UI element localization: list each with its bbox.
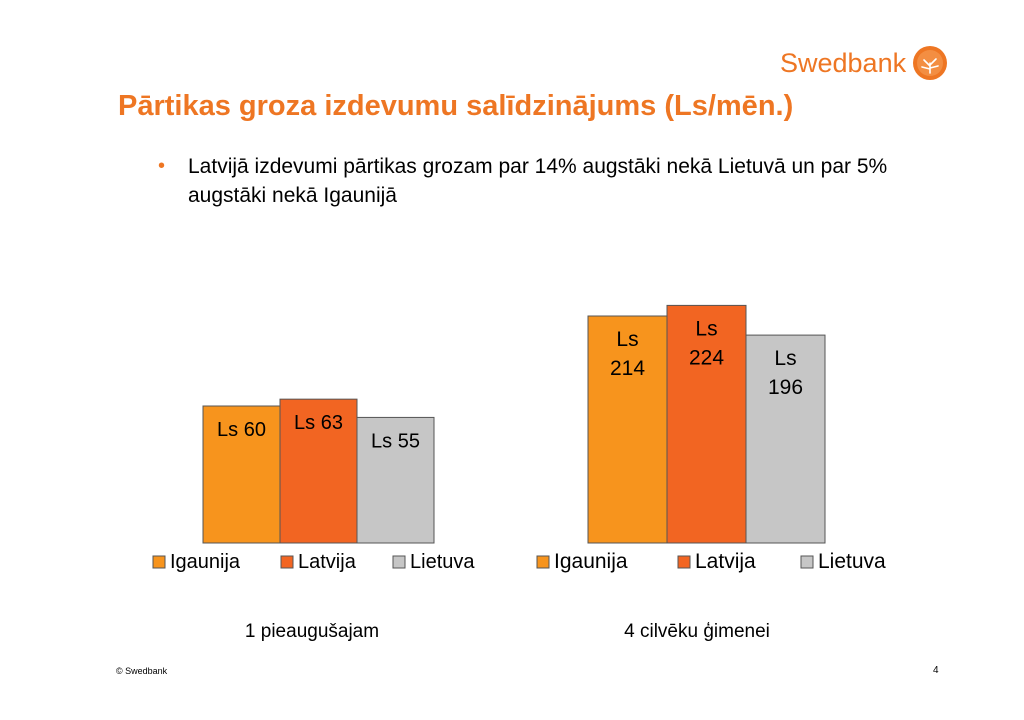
legend-label: Lietuva bbox=[410, 551, 475, 573]
data-label: Ls 63 bbox=[294, 412, 343, 434]
chart-2: Ls 214 Ls 224 Ls 196 Igaunija Latvija Lietuva 4 c… bbox=[536, 304, 886, 642]
bar-latvija bbox=[279, 398, 358, 544]
legend-swatch bbox=[800, 555, 814, 569]
data-label: Ls 55 bbox=[371, 430, 420, 452]
legend-label: Latvija bbox=[695, 550, 756, 573]
bar-igaunija bbox=[202, 405, 281, 544]
bar-latvija bbox=[666, 304, 747, 544]
footer-copyright: © Swedbank bbox=[116, 666, 168, 676]
legend-label: Igaunija bbox=[554, 550, 628, 573]
bullet-text: Latvijā izdevumi pārtikas grozam par 14%… bbox=[188, 155, 888, 207]
data-label: Ls 60 bbox=[217, 419, 266, 441]
chart-title: 1 pieaugušajam bbox=[245, 621, 379, 642]
page-number: 4 bbox=[933, 665, 939, 676]
chart-title: 4 cilvēku ģimenei bbox=[624, 621, 770, 642]
legend-swatch bbox=[536, 555, 550, 569]
legend-swatch bbox=[152, 555, 166, 569]
legend-swatch bbox=[677, 555, 691, 569]
data-label: Ls 196 bbox=[768, 347, 803, 399]
swedbank-logo: Swedbank bbox=[780, 42, 948, 84]
oak-tree-icon bbox=[913, 46, 948, 80]
bar-igaunija bbox=[587, 315, 668, 544]
page-title: Pārtikas groza izdevumu salīdzinājums (L… bbox=[118, 90, 794, 122]
legend-label: Latvija bbox=[298, 551, 357, 573]
bullet-item: • Latvijā izdevumi pārtikas grozam par 1… bbox=[158, 152, 918, 210]
bullet-marker: • bbox=[158, 155, 166, 177]
data-label: Ls 224 bbox=[689, 317, 724, 369]
legend-swatch bbox=[280, 555, 294, 569]
legend-label: Igaunija bbox=[170, 551, 241, 573]
bar-lietuva bbox=[745, 334, 826, 544]
bullet-list: • Latvijā izdevumi pārtikas grozam par 1… bbox=[158, 152, 918, 210]
logo-text: Swedbank bbox=[780, 47, 907, 78]
chart-1: Ls 60 Ls 63 Ls 55 Igaunija Latvija Lietuva 1 p… bbox=[152, 398, 475, 642]
data-label: Ls 214 bbox=[610, 328, 645, 380]
bar-lietuva bbox=[356, 416, 435, 544]
legend-swatch bbox=[392, 555, 406, 569]
legend-label: Lietuva bbox=[818, 550, 886, 573]
